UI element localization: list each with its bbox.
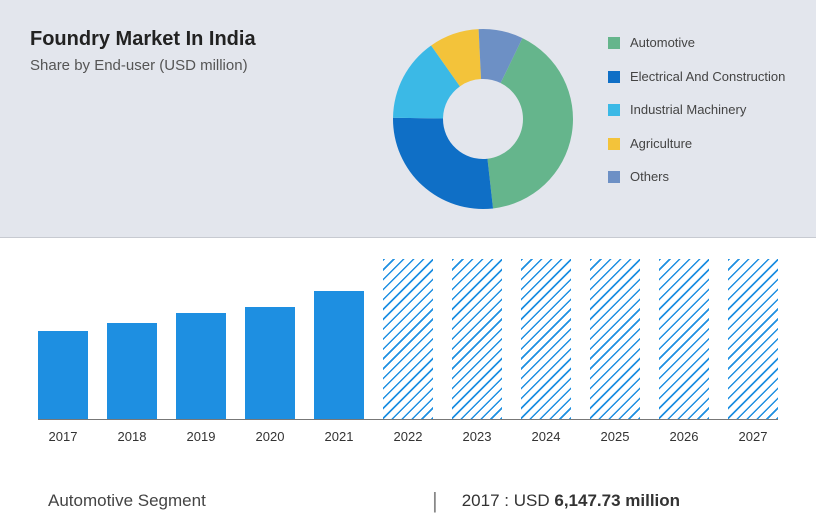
- footer-prefix: USD: [514, 491, 550, 510]
- bar-column: 2025: [590, 259, 640, 419]
- legend-swatch: [608, 171, 620, 183]
- bar-year-label: 2024: [532, 429, 561, 444]
- bar-year-label: 2022: [394, 429, 423, 444]
- legend-item: Others: [608, 168, 785, 186]
- bar-rect: [728, 259, 778, 419]
- footer-panel: Automotive Segment | 2017 : USD 6,147.73…: [0, 488, 816, 514]
- legend-item: Agriculture: [608, 135, 785, 153]
- bar-year-label: 2019: [187, 429, 216, 444]
- bar-rect: [314, 291, 364, 419]
- bar-column: 2021: [314, 291, 364, 419]
- bar-column: 2019: [176, 313, 226, 419]
- bar-year-label: 2020: [256, 429, 285, 444]
- title-block: Foundry Market In India Share by End-use…: [30, 28, 256, 74]
- legend-label: Agriculture: [630, 135, 692, 153]
- bar-year-label: 2025: [601, 429, 630, 444]
- bar-rect: [38, 331, 88, 419]
- bar-column: 2023: [452, 259, 502, 419]
- bar-rect: [107, 323, 157, 419]
- bar-chart: 2017 2018 2019 2020 2021 2022 2023 2024 2025 2026…: [38, 260, 778, 420]
- footer-segment-label: Automotive Segment: [48, 491, 408, 511]
- bar-column: 2026: [659, 259, 709, 419]
- bar-year-label: 2018: [118, 429, 147, 444]
- page-title: Foundry Market In India: [30, 28, 256, 51]
- page-subtitle: Share by End-user (USD million): [30, 57, 256, 74]
- bar-rect: [452, 259, 502, 419]
- bar-column: 2018: [107, 323, 157, 419]
- bar-column: 2022: [383, 259, 433, 419]
- bar-year-label: 2017: [49, 429, 78, 444]
- bar-column: 2020: [245, 307, 295, 419]
- bar-year-label: 2023: [463, 429, 492, 444]
- donut-legend: Automotive Electrical And Construction Ind…: [608, 34, 785, 202]
- bar-rect: [590, 259, 640, 419]
- footer-number: 6,147.73 million: [554, 491, 680, 510]
- bar-column: 2024: [521, 259, 571, 419]
- bar-rect: [176, 313, 226, 419]
- legend-swatch: [608, 104, 620, 116]
- bar-rect: [659, 259, 709, 419]
- legend-item: Electrical And Construction: [608, 68, 785, 86]
- donut-slice: [393, 118, 493, 209]
- bar-year-label: 2026: [670, 429, 699, 444]
- donut-chart: [378, 14, 588, 224]
- top-panel: Foundry Market In India Share by End-use…: [0, 0, 816, 238]
- legend-label: Industrial Machinery: [630, 101, 746, 119]
- legend-swatch: [608, 71, 620, 83]
- legend-item: Automotive: [608, 34, 785, 52]
- legend-label: Others: [630, 168, 669, 186]
- footer-value: 2017 : USD 6,147.73 million: [462, 491, 680, 511]
- bar-panel: 2017 2018 2019 2020 2021 2022 2023 2024 2025 2026…: [0, 238, 816, 448]
- bar-rect: [521, 259, 571, 419]
- legend-item: Industrial Machinery: [608, 101, 785, 119]
- bar-rect: [245, 307, 295, 419]
- footer-year: 2017: [462, 491, 500, 510]
- legend-label: Automotive: [630, 34, 695, 52]
- footer-divider: |: [432, 488, 438, 514]
- bar-column: 2017: [38, 331, 88, 419]
- legend-swatch: [608, 138, 620, 150]
- bar-year-label: 2027: [739, 429, 768, 444]
- legend-label: Electrical And Construction: [630, 68, 785, 86]
- bar-year-label: 2021: [325, 429, 354, 444]
- bar-column: 2027: [728, 259, 778, 419]
- footer-colon: :: [504, 491, 513, 510]
- bar-rect: [383, 259, 433, 419]
- legend-swatch: [608, 37, 620, 49]
